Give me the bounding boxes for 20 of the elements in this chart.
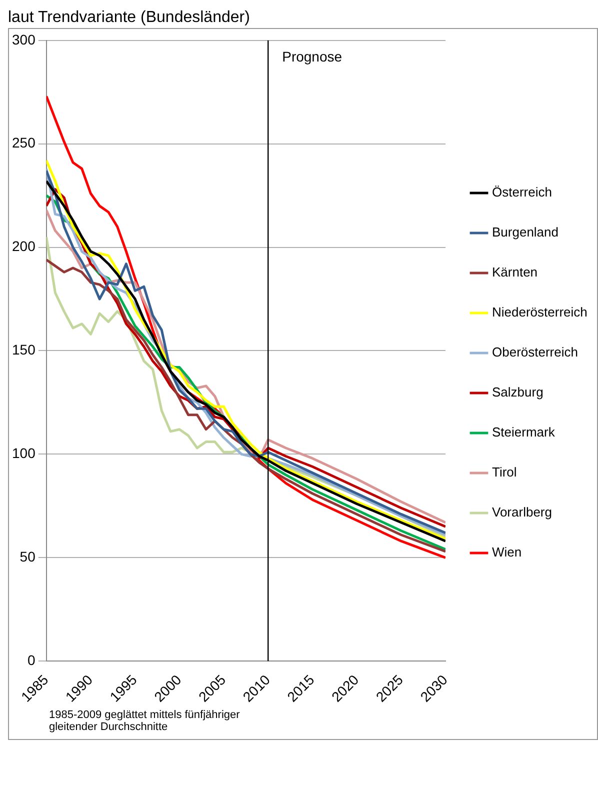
legend-label: Kärnten	[492, 264, 538, 280]
y-tick-label: 50	[20, 548, 36, 565]
legend-label: Oberösterreich	[492, 344, 578, 360]
text: 1985-2009 geglättet mittels fünfjähriger gleitender Durchschnitte	[49, 709, 241, 733]
legend-label: Salzburg	[492, 384, 544, 400]
y-tick-label: 0	[28, 652, 36, 668]
legend-label: Tirol	[492, 464, 517, 480]
legend-label: Niederösterreich	[492, 304, 588, 320]
legend-label: Steiermark	[492, 424, 556, 440]
legend-label: Wien	[492, 544, 522, 560]
ref-line-label: Prognose	[282, 48, 342, 64]
chart-title: laut Trendvariante (Bundesländer)	[8, 8, 251, 28]
y-tick-label: 250	[12, 134, 36, 151]
y-tick-label: 300	[12, 31, 36, 48]
y-tick-label: 100	[12, 445, 36, 462]
legend-label: Österreich	[492, 184, 552, 200]
legend-label: Burgenland	[492, 224, 558, 240]
y-tick-label: 150	[12, 342, 36, 358]
y-tick-label: 200	[12, 238, 36, 254]
legend-label: Vorarlberg	[492, 504, 552, 520]
